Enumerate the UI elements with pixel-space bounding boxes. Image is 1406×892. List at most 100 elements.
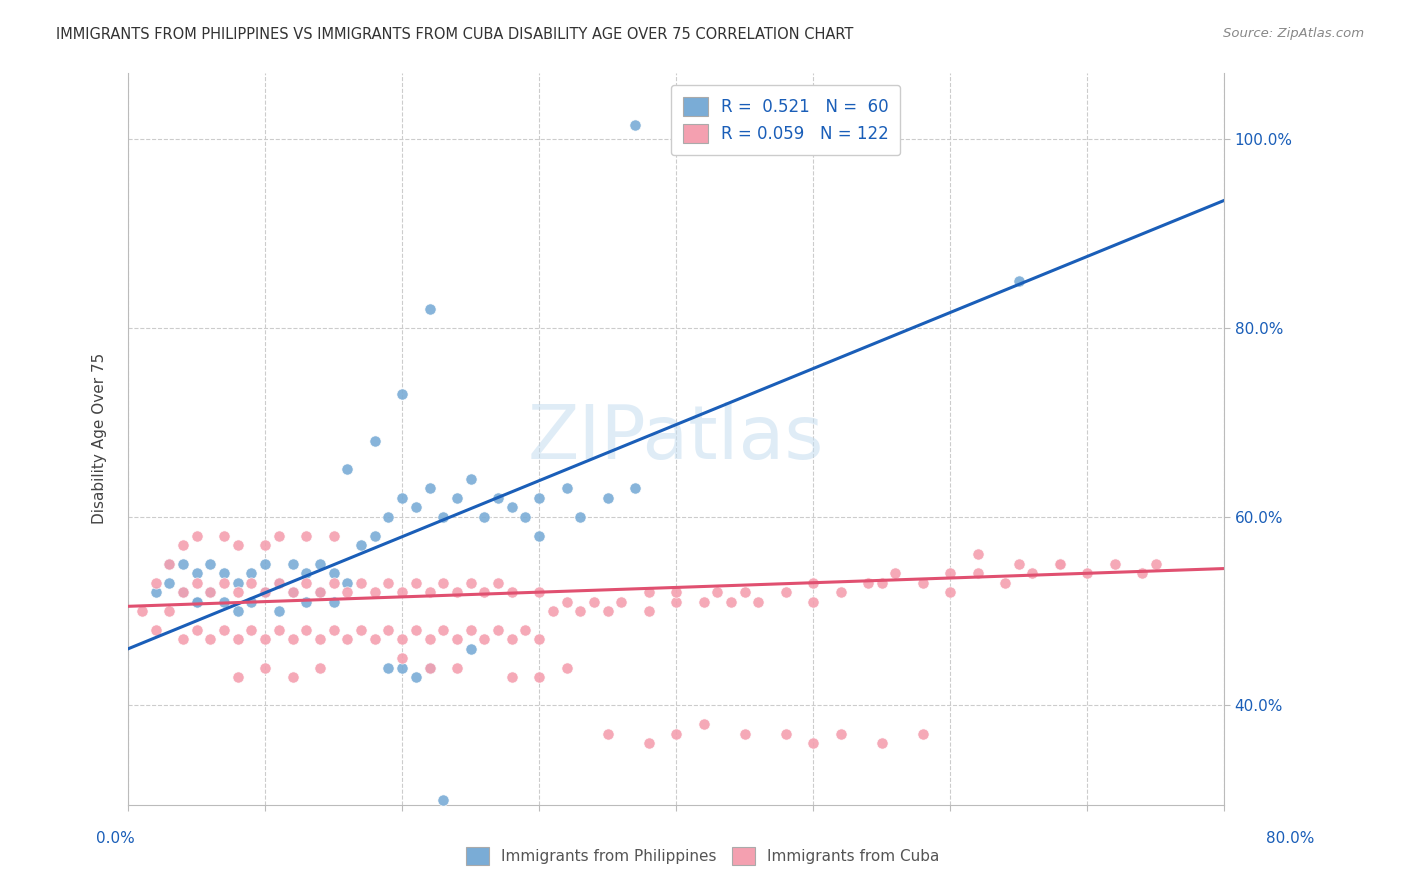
Point	[596, 491, 619, 505]
Point	[145, 585, 167, 599]
Point	[884, 566, 907, 581]
Point	[212, 528, 235, 542]
Point	[240, 575, 263, 590]
Point	[624, 118, 647, 132]
Point	[419, 661, 441, 675]
Point	[281, 632, 304, 647]
Point	[830, 585, 852, 599]
Point	[870, 736, 893, 750]
Point	[911, 727, 934, 741]
Point	[267, 604, 290, 618]
Point	[830, 727, 852, 741]
Point	[637, 585, 659, 599]
Point	[460, 623, 482, 637]
Point	[254, 585, 277, 599]
Point	[472, 632, 495, 647]
Point	[419, 481, 441, 495]
Point	[309, 585, 332, 599]
Point	[391, 661, 413, 675]
Point	[569, 604, 592, 618]
Point	[281, 585, 304, 599]
Point	[419, 661, 441, 675]
Point	[157, 604, 180, 618]
Point	[446, 491, 468, 505]
Point	[610, 594, 633, 608]
Point	[1021, 566, 1043, 581]
Point	[994, 575, 1017, 590]
Point	[775, 727, 797, 741]
Point	[226, 585, 249, 599]
Point	[582, 594, 605, 608]
Point	[200, 585, 222, 599]
Point	[172, 585, 194, 599]
Point	[391, 491, 413, 505]
Point	[157, 575, 180, 590]
Point	[665, 594, 688, 608]
Point	[486, 491, 509, 505]
Point	[172, 557, 194, 571]
Point	[226, 670, 249, 684]
Point	[527, 528, 550, 542]
Point	[1104, 557, 1126, 571]
Point	[186, 566, 208, 581]
Point	[665, 585, 688, 599]
Point	[157, 557, 180, 571]
Point	[281, 557, 304, 571]
Point	[665, 727, 688, 741]
Point	[267, 623, 290, 637]
Point	[377, 509, 399, 524]
Legend: R =  0.521   N =  60, R = 0.059   N = 122: R = 0.521 N = 60, R = 0.059 N = 122	[671, 85, 900, 155]
Point	[336, 632, 359, 647]
Point	[624, 481, 647, 495]
Point	[350, 575, 373, 590]
Point	[1076, 566, 1098, 581]
Point	[281, 670, 304, 684]
Point	[131, 604, 153, 618]
Point	[637, 604, 659, 618]
Point	[870, 575, 893, 590]
Point	[405, 500, 427, 515]
Point	[856, 575, 879, 590]
Point	[391, 651, 413, 665]
Point	[501, 670, 523, 684]
Point	[391, 632, 413, 647]
Point	[350, 623, 373, 637]
Point	[186, 528, 208, 542]
Text: 0.0%: 0.0%	[96, 831, 135, 846]
Point	[254, 585, 277, 599]
Point	[527, 670, 550, 684]
Point	[720, 594, 742, 608]
Point	[734, 727, 756, 741]
Point	[186, 594, 208, 608]
Point	[309, 632, 332, 647]
Point	[419, 632, 441, 647]
Point	[350, 538, 373, 552]
Point	[267, 575, 290, 590]
Point	[801, 575, 824, 590]
Point	[801, 594, 824, 608]
Point	[775, 585, 797, 599]
Legend: Immigrants from Philippines, Immigrants from Cuba: Immigrants from Philippines, Immigrants …	[460, 841, 946, 871]
Point	[734, 585, 756, 599]
Point	[405, 670, 427, 684]
Point	[527, 632, 550, 647]
Point	[460, 575, 482, 590]
Point	[432, 793, 454, 807]
Point	[309, 585, 332, 599]
Point	[1130, 566, 1153, 581]
Point	[200, 557, 222, 571]
Point	[212, 566, 235, 581]
Point	[1049, 557, 1071, 571]
Point	[322, 528, 344, 542]
Point	[186, 623, 208, 637]
Point	[254, 538, 277, 552]
Point	[939, 585, 962, 599]
Point	[446, 632, 468, 647]
Text: 80.0%: 80.0%	[1267, 831, 1315, 846]
Point	[966, 548, 988, 562]
Point	[1008, 274, 1031, 288]
Point	[1008, 557, 1031, 571]
Point	[377, 661, 399, 675]
Point	[295, 575, 318, 590]
Point	[309, 661, 332, 675]
